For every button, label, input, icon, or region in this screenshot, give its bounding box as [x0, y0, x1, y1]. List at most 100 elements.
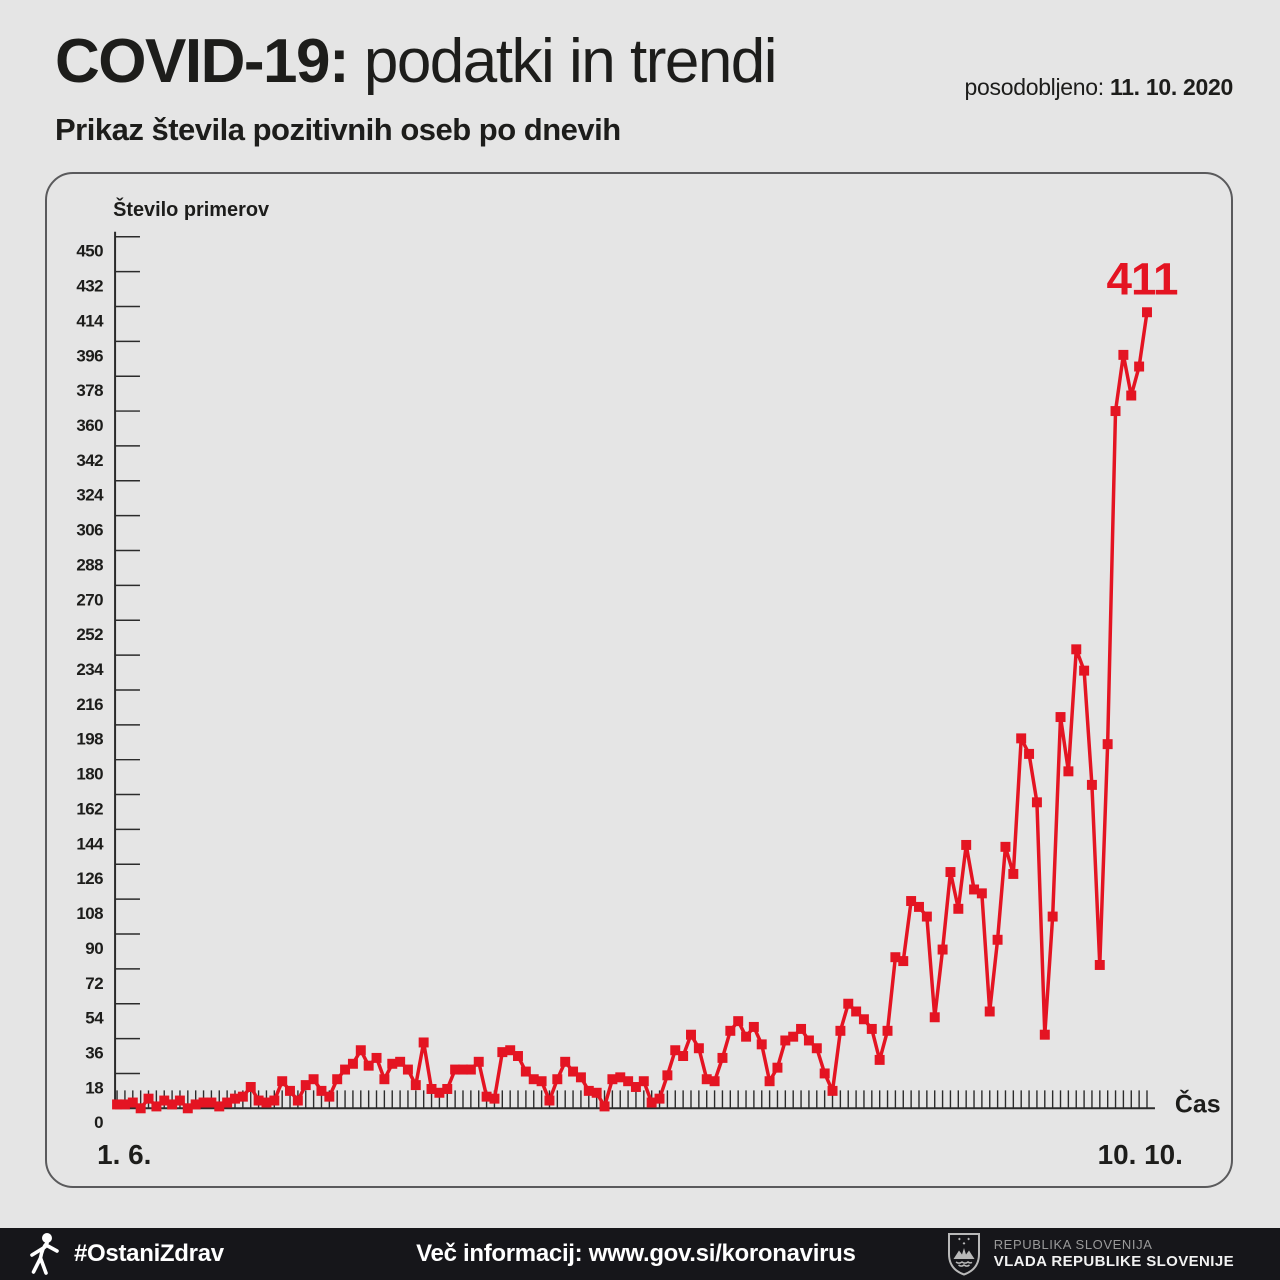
- footer-bar: #OstaniZdrav Več informacij: www.gov.si/…: [0, 1228, 1280, 1280]
- data-point-marker: [638, 1076, 649, 1087]
- data-point-marker: [410, 1080, 421, 1091]
- data-point-marker: [261, 1097, 272, 1108]
- data-point-marker: [1039, 1029, 1050, 1040]
- y-axis-tick-label: 0: [94, 1113, 103, 1132]
- data-point-marker: [292, 1095, 303, 1106]
- data-point-marker: [1118, 349, 1129, 360]
- data-point-marker: [803, 1035, 814, 1046]
- data-point-marker: [976, 888, 987, 899]
- data-point-marker: [575, 1072, 586, 1083]
- page-title-strong: COVID-19:: [55, 27, 350, 96]
- x-start-label: 1. 6.: [97, 1139, 151, 1170]
- data-point-marker: [119, 1099, 130, 1110]
- data-point-marker: [450, 1064, 461, 1075]
- data-point-marker: [937, 944, 948, 955]
- data-point-marker: [1102, 739, 1113, 750]
- y-axis-tick-label: 180: [76, 765, 103, 784]
- data-point-marker: [662, 1070, 673, 1081]
- data-point-marker: [379, 1074, 390, 1085]
- data-point-marker: [253, 1095, 264, 1106]
- data-point-marker: [686, 1029, 696, 1040]
- data-point-marker: [458, 1064, 468, 1075]
- data-point-marker: [1016, 733, 1027, 744]
- page-title-light: podatki in trendi: [348, 27, 778, 96]
- data-point-marker: [701, 1074, 712, 1085]
- data-point-marker: [764, 1076, 775, 1087]
- slovenia-coat-of-arms-icon: [947, 1233, 980, 1276]
- data-point-marker: [1110, 406, 1121, 417]
- data-point-marker: [497, 1047, 508, 1058]
- gov-republic-label: REPUBLIKA SLOVENIJA: [993, 1236, 1153, 1252]
- data-point-marker: [355, 1045, 366, 1056]
- gov-identity: REPUBLIKA SLOVENIJA VLADA REPUBLIKE SLOV…: [994, 1237, 1234, 1272]
- data-point-marker: [654, 1093, 665, 1104]
- data-point-marker: [874, 1054, 885, 1065]
- data-point-marker: [670, 1045, 681, 1056]
- data-point-marker: [167, 1099, 178, 1110]
- data-point-marker: [489, 1093, 500, 1104]
- data-point-marker: [387, 1058, 398, 1069]
- y-axis-tick-label: 306: [76, 521, 103, 540]
- data-point-marker: [992, 934, 1003, 945]
- data-point-marker: [858, 1014, 869, 1025]
- data-point-marker: [206, 1097, 217, 1108]
- y-axis-tick-label: 414: [76, 311, 104, 330]
- x-axis-title: Čas: [1175, 1088, 1221, 1118]
- data-point-marker: [332, 1074, 343, 1085]
- data-point-marker: [1079, 665, 1090, 676]
- data-point-marker: [772, 1062, 783, 1073]
- data-point-marker: [599, 1101, 610, 1112]
- page-subtitle: Prikaz števila pozitivnih oseb po dnevih: [55, 112, 621, 147]
- data-point-marker: [709, 1076, 720, 1087]
- data-point-marker: [395, 1056, 406, 1067]
- data-point-marker: [300, 1080, 311, 1091]
- y-axis-tick-label: 450: [76, 242, 103, 261]
- y-axis-tick-label: 234: [76, 660, 104, 679]
- data-point-marker: [678, 1051, 689, 1061]
- data-point-marker: [1126, 390, 1137, 401]
- data-point-marker: [646, 1097, 657, 1108]
- data-point-marker: [1024, 748, 1035, 759]
- data-point-marker: [135, 1103, 146, 1114]
- data-point-marker: [363, 1060, 374, 1071]
- data-point-marker: [961, 839, 972, 850]
- y-axis-tick-label: 18: [85, 1078, 103, 1097]
- data-point-marker: [473, 1056, 484, 1067]
- data-point-marker: [277, 1076, 288, 1087]
- data-point-marker: [505, 1045, 516, 1056]
- daily-cases-chart: Število primerov 0 18 36 54 72 90 108 126 144 162 1…: [76, 197, 1221, 1170]
- data-point-marker: [174, 1095, 185, 1106]
- gov-government-label: VLADA REPUBLIKE SLOVENIJE: [993, 1252, 1234, 1270]
- data-point-marker: [1142, 307, 1152, 318]
- data-point-marker: [230, 1093, 240, 1104]
- y-axis-tick-label: 252: [76, 625, 103, 644]
- data-point-marker: [340, 1064, 351, 1075]
- data-point-marker: [347, 1058, 358, 1069]
- data-point-marker: [615, 1072, 626, 1083]
- updated-timestamp: posodobljeno: 11. 10. 2020: [965, 74, 1234, 101]
- data-point-marker: [780, 1035, 791, 1046]
- data-point-marker: [953, 903, 964, 914]
- data-point-marker: [914, 901, 924, 912]
- y-axis-tick-label: 360: [76, 416, 103, 435]
- data-point-marker: [898, 956, 909, 967]
- y-axis-tick-label: 378: [76, 381, 103, 400]
- data-point-marker: [748, 1021, 759, 1032]
- data-point-marker: [693, 1043, 704, 1054]
- data-point-marker: [945, 867, 956, 878]
- last-value-annotation: 411: [1107, 254, 1178, 305]
- data-point-marker: [969, 884, 980, 895]
- data-point-marker: [465, 1064, 476, 1075]
- y-axis-tick-label: 342: [76, 451, 103, 470]
- data-point-marker: [741, 1031, 752, 1042]
- y-axis-tick-label: 216: [76, 695, 103, 714]
- data-point-marker: [1008, 868, 1019, 879]
- data-point-marker: [1055, 712, 1066, 723]
- data-point-marker: [402, 1064, 413, 1075]
- data-point-marker: [151, 1101, 162, 1112]
- data-point-marker: [811, 1043, 822, 1054]
- data-point-marker: [418, 1037, 429, 1048]
- y-axis-tick-label: 432: [76, 277, 103, 296]
- data-point-marker: [182, 1103, 193, 1114]
